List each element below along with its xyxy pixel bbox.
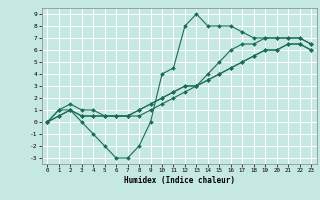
X-axis label: Humidex (Indice chaleur): Humidex (Indice chaleur) xyxy=(124,176,235,185)
